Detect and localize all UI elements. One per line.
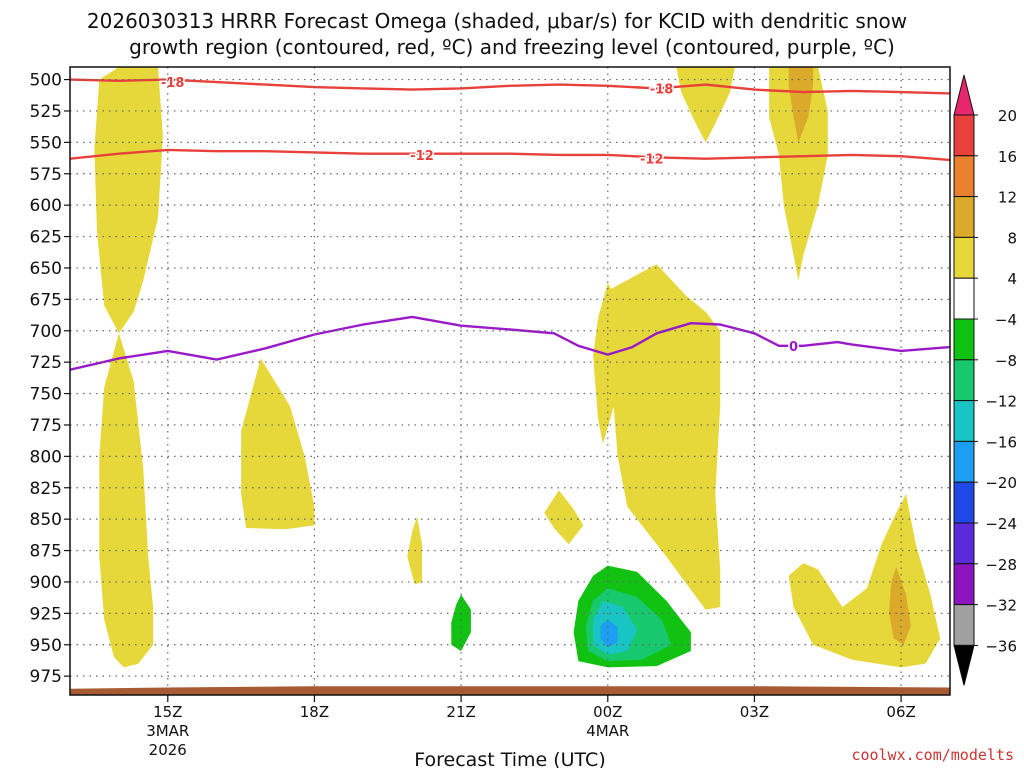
- x-tick-label-15Z-0: 15Z: [153, 703, 182, 721]
- colorbar-label-2: 12: [998, 189, 1017, 207]
- omega-minus4-2130z: [451, 594, 471, 651]
- y-tick-label-600: 600: [30, 196, 62, 216]
- x-tick-label-00Z-0: 00Z: [593, 703, 622, 721]
- omega-plus4-col-15z-lower: [99, 333, 154, 668]
- omega-plus4-0000z-main: [607, 264, 721, 610]
- chart-title-line-2: growth region (contoured, red, ºC) and f…: [129, 35, 895, 59]
- y-tick-label-975: 975: [30, 667, 62, 687]
- y-tick-label-900: 900: [30, 573, 62, 593]
- plot-clip-group: -18 -18 -12 -12 0: [70, 67, 950, 695]
- omega-minus16-0000z: [600, 619, 618, 648]
- colorbar-swatch-6: [953, 318, 975, 361]
- y-tick-label-575: 575: [30, 165, 62, 185]
- colorbar-swatch-9: [953, 440, 975, 483]
- freezing-level-label-0: 0: [789, 340, 798, 355]
- colorbar-swatch-12: [953, 563, 975, 606]
- y-tick-label-550: 550: [30, 133, 62, 153]
- plot-frame: [69, 66, 951, 696]
- y-tick-label-825: 825: [30, 479, 62, 499]
- y-tick-label-725: 725: [30, 353, 62, 373]
- colorbar-swatch-7: [953, 359, 975, 402]
- x-tick-label-00Z-1: 4MAR: [586, 722, 629, 740]
- colorbar-label-1: 16: [998, 148, 1017, 166]
- colorbar-bottom-arrow: [953, 644, 975, 686]
- colorbar-swatch-3: [953, 196, 975, 238]
- freezing-level-contour: [70, 315, 950, 371]
- colorbar-label-7: −12: [985, 393, 1017, 411]
- y-tick-label-525: 525: [30, 102, 62, 122]
- colorbar-label-10: −24: [985, 515, 1017, 533]
- y-tick-label-850: 850: [30, 510, 62, 530]
- y-tick-label-775: 775: [30, 416, 62, 436]
- colorbar-label-11: −28: [985, 556, 1017, 574]
- colorbar-label-9: −20: [985, 474, 1017, 492]
- x-tick-label-15Z-1: 3MAR: [146, 722, 189, 740]
- dgz-minus18-label-0: -18: [161, 76, 185, 91]
- colorbar-label-3: 8: [1007, 229, 1017, 247]
- omega-plus8-upper: [788, 67, 814, 143]
- dgz-minus12-label-0: -12: [410, 149, 434, 164]
- y-tick-label-650: 650: [30, 259, 62, 279]
- x-tick-label-06Z-0: 06Z: [886, 703, 915, 721]
- omega-plus4-0000z-inner: [593, 283, 633, 444]
- colorbar-swatch-8: [953, 400, 975, 442]
- colorbar-swatch-5: [953, 277, 975, 320]
- colorbar-swatch-11: [953, 522, 975, 565]
- x-tick-label-21Z-0: 21Z: [446, 703, 475, 721]
- omega-plus4-0230z-upper: [676, 67, 735, 143]
- colorbar-top-arrow: [953, 74, 975, 116]
- colorbar-swatch-1: [953, 114, 975, 157]
- dgz-minus18-label-1: -18: [650, 82, 674, 97]
- omega-plus4-0600z: [788, 494, 941, 668]
- x-axis-label: Forecast Time (UTC): [414, 749, 605, 768]
- y-tick-label-700: 700: [30, 322, 62, 342]
- y-tick-label-675: 675: [30, 290, 62, 310]
- y-tick-label-800: 800: [30, 447, 62, 467]
- colorbar-swatch-2: [953, 155, 975, 198]
- omega-plus4-col-15z-upper: [94, 67, 163, 334]
- y-tick-label-950: 950: [30, 636, 62, 656]
- dgz-minus12-contour: [70, 148, 950, 162]
- colorbar-label-12: −32: [985, 597, 1017, 615]
- dgz-minus12-label-1: -12: [640, 153, 664, 168]
- colorbar-swatch-10: [953, 481, 975, 524]
- colorbar-label-8: −16: [985, 433, 1017, 451]
- y-tick-label-875: 875: [30, 542, 62, 562]
- colorbar: 20 16 12 8 4 −4 −8 −12 −16 −20 −24 −28 −32 −36: [953, 74, 1017, 686]
- y-tick-label-925: 925: [30, 604, 62, 624]
- colorbar-swatch-13: [953, 604, 975, 646]
- colorbar-swatch-4: [953, 236, 975, 279]
- colorbar-label-0: 20: [998, 107, 1017, 125]
- chart-title-line-1: 2026030313 HRRR Forecast Omega (shaded, …: [87, 9, 907, 33]
- terrain: [70, 686, 950, 695]
- credit-text[interactable]: coolwx.com/modelts: [851, 746, 1014, 764]
- x-tick-label-03Z-0: 03Z: [740, 703, 769, 721]
- omega-plus4-2300z: [544, 490, 584, 545]
- omega-plus8-0600z: [888, 566, 911, 645]
- dgz-minus18-contour: [70, 78, 950, 95]
- colorbar-label-5: −4: [995, 311, 1017, 329]
- y-tick-label-750: 750: [30, 385, 62, 405]
- colorbar-label-13: −36: [985, 637, 1017, 655]
- colorbar-label-6: −8: [995, 352, 1017, 370]
- colorbar-label-4: 4: [1007, 270, 1017, 288]
- plot-area: -18 -18 -12 -12 0 500 525 550 575 600 625 650 675 700…: [30, 66, 951, 759]
- omega-plus4-1730z: [241, 358, 315, 530]
- x-tick-label-15Z-2: 2026: [149, 741, 187, 759]
- y-tick-label-500: 500: [30, 71, 62, 91]
- x-tick-label-18Z-0: 18Z: [300, 703, 329, 721]
- y-tick-label-625: 625: [30, 228, 62, 248]
